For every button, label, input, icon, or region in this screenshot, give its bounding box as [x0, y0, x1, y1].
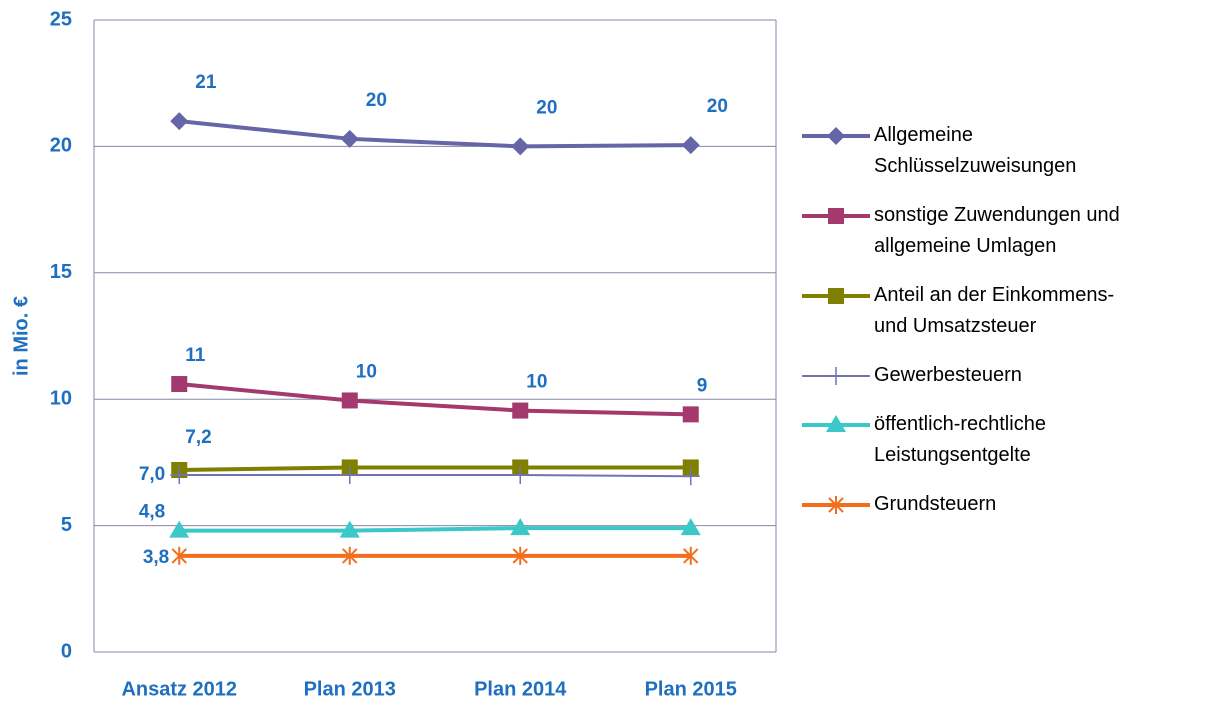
y-tick-label: 15: [50, 261, 72, 283]
marker: [681, 467, 700, 486]
marker: [826, 415, 846, 432]
marker: [828, 208, 844, 224]
x-tick-label: Plan 2015: [645, 678, 737, 700]
legend-swatch: [802, 127, 870, 145]
y-tick-label: 10: [50, 387, 72, 409]
marker: [827, 127, 845, 145]
data-label: 7,0: [139, 464, 165, 485]
data-label: 20: [366, 90, 387, 111]
data-label: 21: [195, 72, 217, 93]
marker: [510, 518, 531, 536]
series-line: [179, 382, 691, 417]
legend: Allgemeine Schlüsselzuweisungen sonstige …: [800, 120, 1200, 538]
legend-entry: Gewerbesteuern: [800, 360, 1200, 391]
data-label: 3,8: [143, 547, 169, 568]
legend-label: sonstige Zuwendungen und allgemeine Umla…: [874, 204, 1120, 257]
marker: [171, 376, 188, 393]
marker: [341, 392, 358, 409]
y-tick-label: 25: [50, 8, 72, 30]
marker: [680, 518, 701, 536]
marker: [339, 520, 360, 538]
marker: [511, 137, 530, 156]
marker: [683, 546, 699, 565]
legend-label: öffentlich-rechtliche Leistungsentgelte: [874, 413, 1046, 466]
marker: [342, 546, 358, 565]
series-line: [179, 526, 691, 533]
data-label: 11: [185, 345, 206, 366]
y-axis-label: in Mio. €: [10, 296, 32, 376]
series-line: [179, 474, 691, 478]
marker: [511, 466, 530, 485]
marker: [827, 367, 845, 385]
marker: [170, 466, 189, 485]
data-label: 20: [536, 97, 557, 118]
x-tick-label: Ansatz 2012: [121, 678, 237, 700]
chart: in Mio. € 0 5 10 15 20 25 Ansatz 2012 Plan 2013…: [10, 8, 777, 700]
x-tick-label: Plan 2013: [304, 678, 396, 700]
legend-label: Grundsteuern: [874, 493, 997, 515]
legend-swatch: [802, 208, 870, 224]
series-line: [179, 119, 691, 149]
legend-entry: Anteil an der Einkommens- und Umsatzsteu…: [800, 280, 1200, 342]
marker: [681, 136, 700, 155]
legend-entry: öffentlich-rechtliche Leistungsentgelte: [800, 409, 1200, 471]
data-label: 10: [356, 361, 377, 382]
legend-swatch: [802, 496, 870, 514]
x-tick-label: Plan 2014: [474, 678, 567, 700]
y-tick-label: 20: [50, 135, 72, 157]
data-label: 7,2: [185, 427, 211, 448]
marker: [512, 546, 528, 565]
marker: [828, 496, 844, 514]
data-label: 10: [526, 372, 547, 393]
marker: [171, 546, 187, 565]
legend-swatch: [802, 415, 870, 432]
data-label: 9: [697, 375, 708, 396]
data-label: 20: [707, 96, 728, 117]
y-tick-label: 5: [61, 514, 72, 536]
marker: [340, 466, 359, 485]
marker: [169, 520, 190, 538]
y-tick-label: 0: [61, 640, 72, 662]
legend-swatch: [802, 288, 870, 304]
marker: [340, 129, 359, 148]
marker: [512, 402, 529, 419]
series-line: [179, 465, 691, 472]
legend-entry: Grundsteuern: [800, 489, 1200, 520]
legend-label: Gewerbesteuern: [874, 364, 1022, 386]
marker: [828, 288, 844, 304]
marker: [682, 406, 699, 423]
legend-entry: sonstige Zuwendungen und allgemeine Umla…: [800, 200, 1200, 262]
legend-swatch: [802, 367, 870, 385]
legend-label: Anteil an der Einkommens- und Umsatzsteu…: [874, 284, 1115, 337]
marker: [170, 112, 189, 131]
legend-entry: Allgemeine Schlüsselzuweisungen: [800, 120, 1200, 182]
legend-label: Allgemeine Schlüsselzuweisungen: [874, 124, 1077, 177]
data-label: 4,8: [139, 502, 165, 523]
